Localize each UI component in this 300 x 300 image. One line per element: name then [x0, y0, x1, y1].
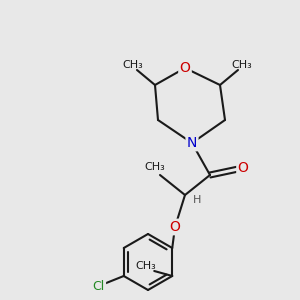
Text: O: O: [180, 61, 190, 75]
Text: N: N: [187, 136, 197, 150]
Text: CH₃: CH₃: [232, 60, 252, 70]
Text: H: H: [193, 195, 201, 205]
Text: CH₃: CH₃: [123, 60, 143, 70]
Text: O: O: [169, 220, 180, 234]
Text: Cl: Cl: [93, 280, 105, 293]
Text: CH₃: CH₃: [145, 162, 165, 172]
Text: O: O: [238, 161, 248, 175]
Text: CH₃: CH₃: [136, 261, 157, 271]
